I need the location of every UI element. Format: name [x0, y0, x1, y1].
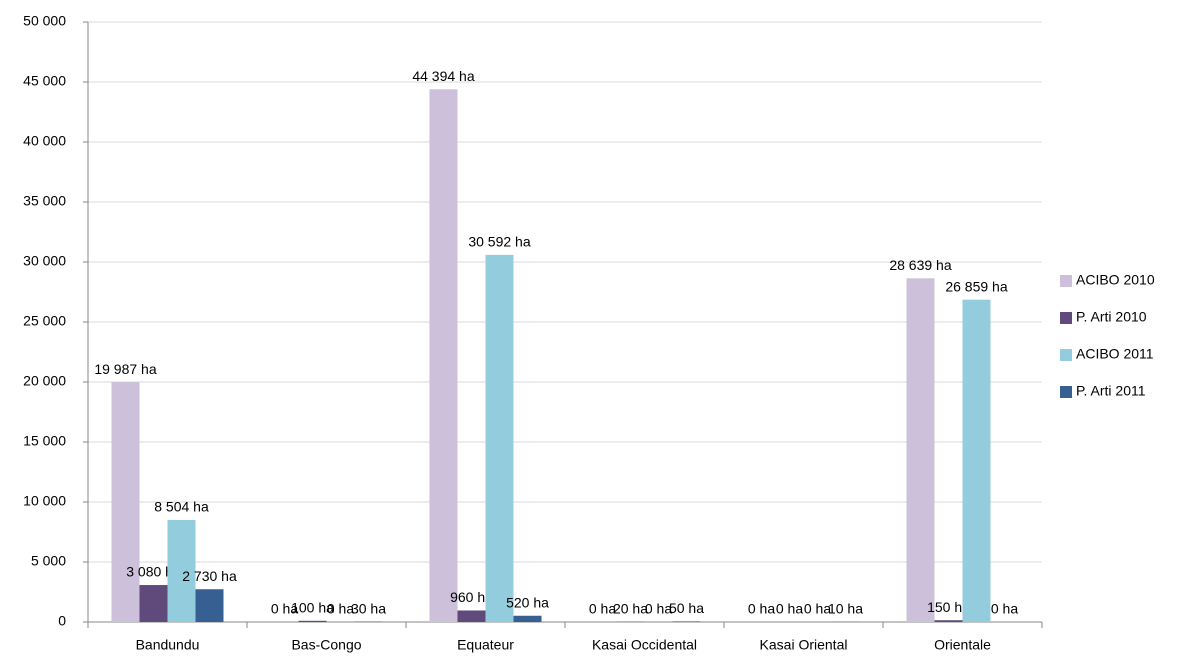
value-label: 26 859 ha [945, 278, 1007, 294]
bar [672, 621, 701, 622]
value-label: 0 ha [991, 601, 1018, 617]
legend-swatch [1060, 386, 1072, 398]
value-label: 0 ha [327, 601, 354, 617]
legend-label: P. Arti 2011 [1076, 383, 1146, 399]
value-label: 50 ha [669, 600, 704, 616]
x-tick-label: Equateur [457, 637, 514, 653]
y-tick-label: 20 000 [23, 373, 66, 389]
x-tick-label: Bas-Congo [291, 637, 361, 653]
value-label: 20 ha [613, 600, 648, 616]
legend-label: ACIBO 2010 [1076, 272, 1155, 288]
y-tick-label: 10 000 [23, 493, 66, 509]
legend-swatch [1060, 275, 1072, 287]
value-label: 100 ha [291, 600, 334, 616]
bar [457, 610, 486, 622]
y-tick-label: 40 000 [23, 133, 66, 149]
y-tick-label: 15 000 [23, 433, 66, 449]
value-label: 0 ha [776, 601, 803, 617]
bar [513, 615, 542, 622]
value-label: 960 ha [450, 589, 493, 605]
value-label: 2 730 ha [182, 568, 237, 584]
value-label: 150 ha [927, 599, 970, 615]
value-label: 0 ha [645, 601, 672, 617]
x-tick-label: Orientale [934, 637, 991, 653]
bar [906, 278, 935, 622]
x-tick-label: Kasai Occidental [592, 637, 697, 653]
y-tick-label: 50 000 [23, 13, 66, 29]
legend-swatch [1060, 349, 1072, 361]
bar [167, 519, 196, 622]
bar [195, 589, 224, 622]
y-tick-label: 0 [58, 613, 66, 629]
y-tick-label: 30 000 [23, 253, 66, 269]
legend-label: ACIBO 2011 [1076, 346, 1154, 362]
bar [429, 89, 458, 623]
value-label: 3 080 ha [126, 564, 181, 580]
bar [962, 299, 991, 622]
value-label: 44 394 ha [412, 68, 474, 84]
bar [111, 382, 140, 622]
bar [934, 620, 963, 622]
x-tick-label: Bandundu [136, 637, 200, 653]
y-tick-label: 25 000 [23, 313, 66, 329]
y-tick-label: 5 000 [31, 553, 66, 569]
value-label: 30 ha [351, 600, 386, 616]
y-tick-label: 45 000 [23, 73, 66, 89]
value-label: 0 ha [804, 601, 831, 617]
value-label: 8 504 ha [154, 499, 209, 515]
bar [485, 254, 514, 622]
legend-swatch [1060, 312, 1072, 324]
x-tick-label: Kasai Oriental [760, 637, 848, 653]
value-label: 0 ha [748, 601, 775, 617]
value-label: 520 ha [506, 594, 549, 610]
bar [139, 585, 168, 622]
legend-label: P. Arti 2010 [1076, 309, 1147, 325]
value-label: 10 ha [828, 601, 863, 617]
value-label: 28 639 ha [889, 257, 951, 273]
value-label: 0 ha [589, 601, 616, 617]
value-label: 19 987 ha [94, 361, 156, 377]
value-label: 30 592 ha [468, 234, 530, 250]
bar [298, 620, 327, 622]
value-label: 0 ha [271, 601, 298, 617]
y-tick-label: 35 000 [23, 193, 66, 209]
